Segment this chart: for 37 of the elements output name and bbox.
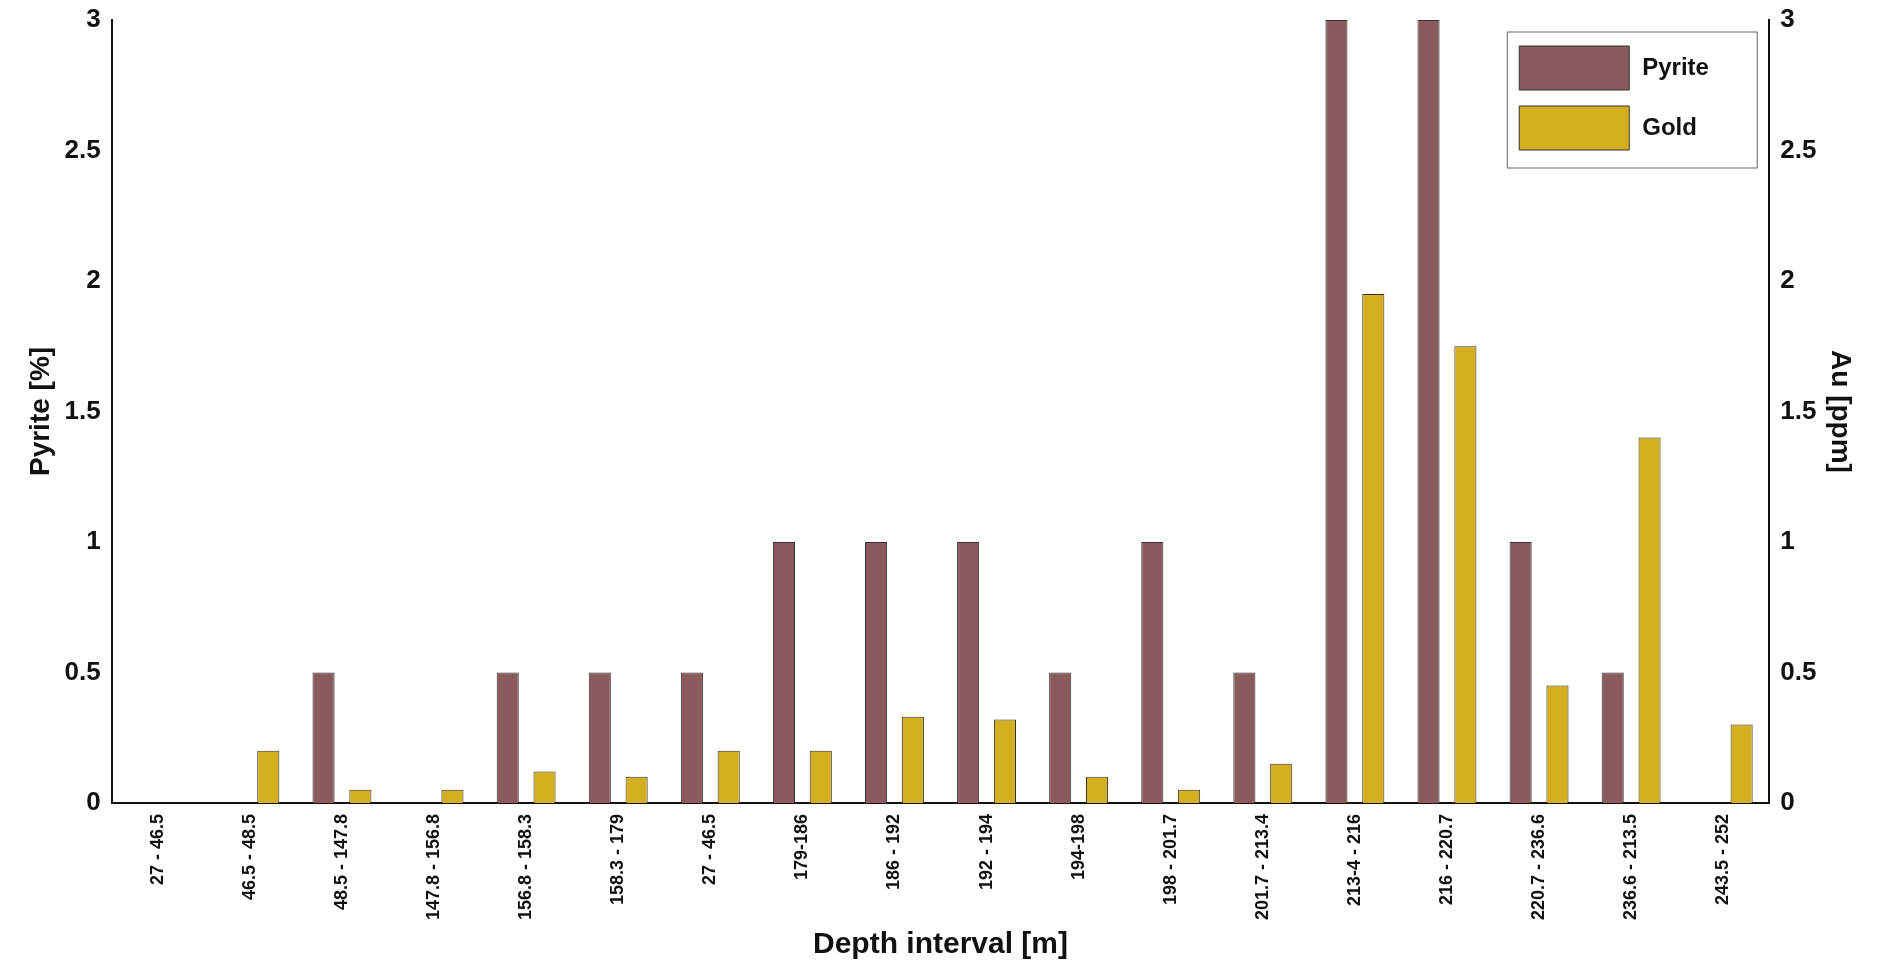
x-tick-label: 213-4 - 216 (1343, 813, 1364, 906)
y2-tick-label: 2 (1780, 264, 1795, 295)
y-axis-title: Pyrite [%] (23, 346, 55, 477)
y-tick-label: 2.5 (64, 133, 101, 164)
y-tick-label: 1 (86, 525, 101, 556)
x-tick-label: 147.8 - 156.8 (423, 813, 444, 921)
x-tick-label: 48.5 - 147.8 (330, 813, 351, 910)
x-tick-label: 236.6 - 213.5 (1620, 813, 1641, 921)
y2-tick-label: 1.5 (1780, 394, 1817, 425)
y2-tick-label: 2.5 (1780, 133, 1817, 164)
y-tick-label: 0.5 (64, 655, 101, 686)
y2-axis-title: Au [ppm] (1826, 350, 1858, 473)
x-tick-label: 198 - 201.7 (1159, 813, 1180, 905)
legend-label: Gold (1642, 112, 1697, 140)
x-axis-title: Depth interval [m] (812, 926, 1069, 960)
x-tick-label: 220.7 - 236.6 (1528, 813, 1549, 921)
y-tick-label: 3 (86, 3, 101, 34)
legend-label: Pyrite (1642, 52, 1709, 80)
x-tick-label: 194-198 (1067, 813, 1088, 880)
x-tick-label: 158.3 - 179 (607, 813, 628, 905)
x-tick-label: 201.7 - 213.4 (1251, 813, 1272, 921)
x-tick-label: 179-186 (791, 813, 812, 880)
x-tick-label: 27 - 46.5 (699, 813, 720, 885)
y2-tick-label: 3 (1780, 3, 1795, 34)
x-tick-label: 46.5 - 48.5 (238, 813, 259, 900)
x-tick-label: 192 - 194 (975, 813, 996, 890)
y2-tick-label: 0.5 (1780, 655, 1817, 686)
y-tick-label: 2 (86, 264, 101, 295)
y2-tick-label: 0 (1780, 786, 1795, 817)
x-tick-label: 216 - 220.7 (1435, 813, 1456, 905)
x-tick-label: 156.8 - 158.3 (515, 813, 536, 921)
x-tick-label: 186 - 192 (883, 813, 904, 890)
y-tick-label: 0 (86, 786, 101, 817)
x-tick-label: 27 - 46.5 (146, 813, 167, 885)
y-tick-label: 1.5 (64, 394, 101, 425)
x-tick-label: 243.5 - 252 (1712, 813, 1733, 905)
y2-tick-label: 1 (1780, 525, 1795, 556)
